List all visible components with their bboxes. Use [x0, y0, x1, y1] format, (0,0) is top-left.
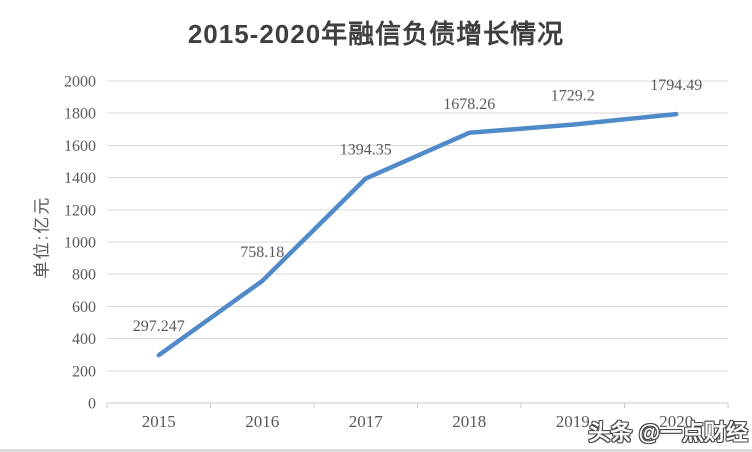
y-tick-label: 1800 [64, 106, 96, 123]
x-tick-label: 2020 [659, 412, 693, 431]
x-tick-label: 2015 [142, 412, 176, 431]
x-axis-tick-labels: 2015 2016 2017 2018 2019 2020 [142, 412, 694, 431]
data-label: 1394.35 [340, 142, 392, 159]
y-tick-label: 1600 [64, 138, 96, 155]
y-tick-label: 800 [72, 267, 96, 284]
y-axis-tick-labels: 0 200 400 600 800 1000 1200 1400 1600 1800 2000 [64, 74, 96, 413]
watermark: 头条 @一点财经 [588, 420, 748, 445]
y-tick-label: 1200 [64, 202, 96, 219]
y-tick-label: 600 [72, 299, 96, 316]
data-label: 758.18 [240, 244, 284, 261]
bottom-edge [0, 449, 752, 452]
data-label: 1794.49 [650, 77, 702, 94]
x-tick-label: 2018 [452, 412, 486, 431]
x-tick-label: 2017 [349, 412, 384, 431]
data-label: 1729.2 [551, 88, 595, 105]
y-tick-label: 400 [72, 331, 96, 348]
y-tick-label: 200 [72, 363, 96, 380]
gridlines [107, 80, 728, 372]
x-axis [106, 402, 729, 408]
y-tick-label: 1400 [64, 170, 96, 187]
chart-title: 2015-2020年融信负债增长情况 [187, 19, 565, 49]
y-tick-label: 0 [88, 396, 96, 413]
x-tick-label: 2016 [245, 412, 279, 431]
series-line [156, 111, 679, 358]
y-tick-label: 2000 [64, 74, 96, 91]
data-label: 1678.26 [443, 96, 495, 113]
data-label: 297.247 [133, 318, 185, 335]
data-labels: 297.247 758.18 1394.35 1678.26 1729.2 1794.49 [133, 77, 703, 335]
x-tick-label: 2019 [556, 412, 590, 431]
y-tick-label: 1000 [64, 235, 96, 252]
